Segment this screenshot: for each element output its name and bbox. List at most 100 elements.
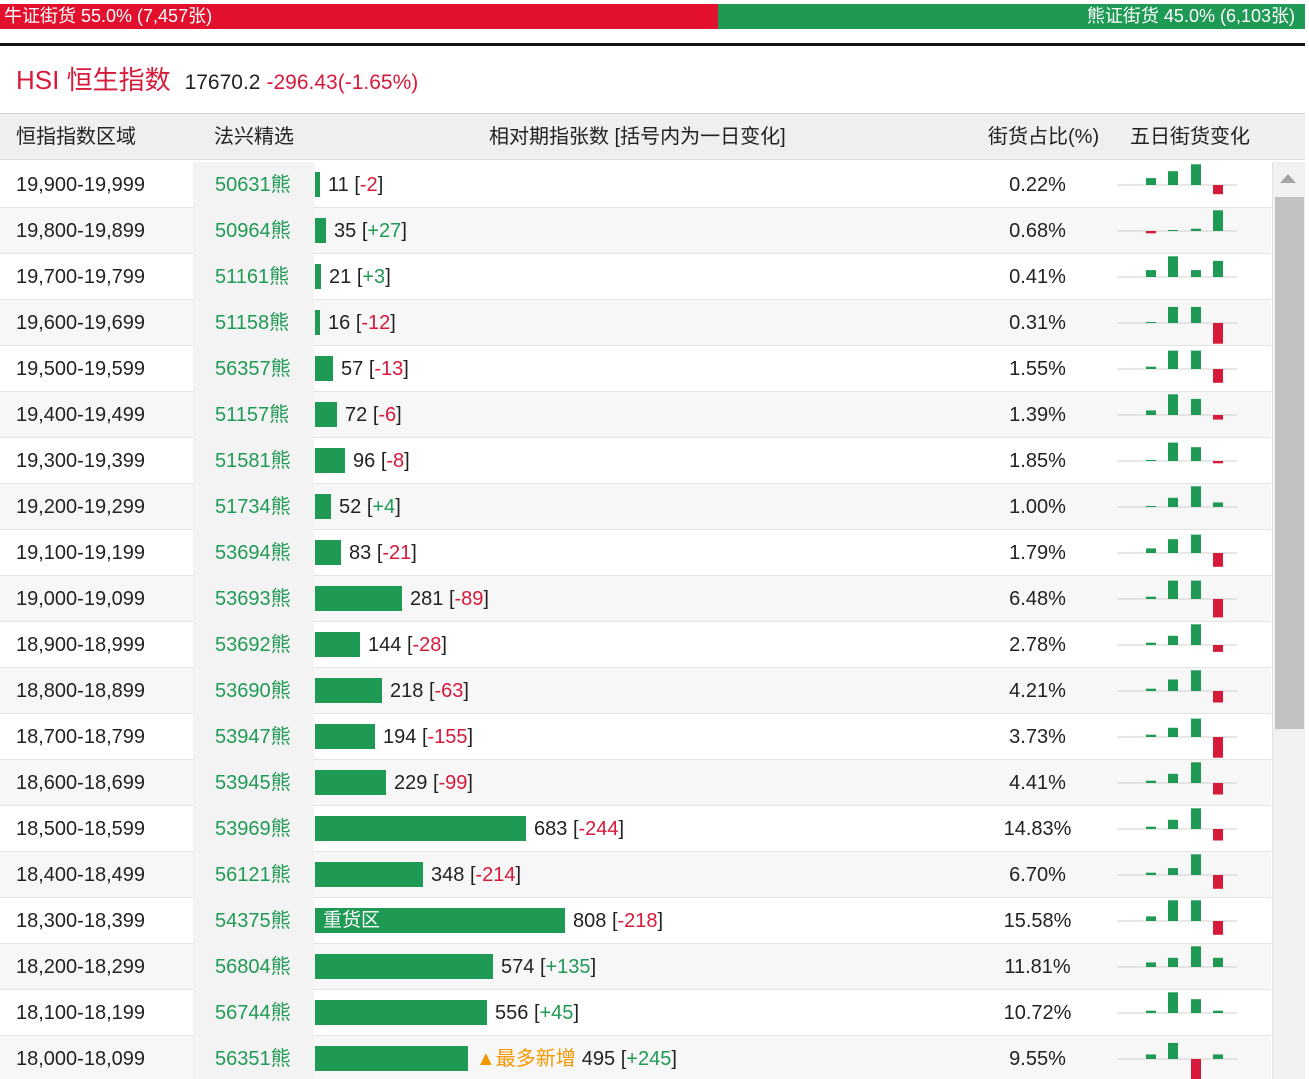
row-warrant-code[interactable]: 54375熊 <box>193 898 314 944</box>
row-range: 19,800-19,899 <box>16 220 146 242</box>
header-pct[interactable]: 街货占比(%) <box>988 126 1100 148</box>
quantity-bar <box>315 402 337 427</box>
row-warrant-code[interactable]: 56351熊 <box>193 1036 314 1079</box>
bracket: [ <box>572 818 579 840</box>
quantity-label: 574 [+135] <box>501 944 596 990</box>
quantity-bar <box>315 310 320 335</box>
quantity-value: 808 <box>573 910 612 932</box>
table-row[interactable]: 18,100-18,199 56744熊 556 [+45] 10.72% <box>0 990 1271 1036</box>
mini-chart-bar <box>1146 780 1156 783</box>
mini-chart-bar <box>1213 185 1223 195</box>
mini-chart-bar <box>1146 548 1156 553</box>
scroll-up-arrow-icon[interactable] <box>1280 174 1296 183</box>
five-day-change-chart <box>1117 760 1237 806</box>
table-row[interactable]: 18,500-18,599 53969熊 683 [-244] 14.83% <box>0 806 1271 852</box>
mini-chart-bar <box>1168 442 1178 461</box>
row-range: 19,100-19,199 <box>16 542 146 564</box>
daily-change: -89 <box>454 588 484 610</box>
daily-change: +245 <box>626 1048 672 1070</box>
row-outstanding-pct: 0.68% <box>1009 220 1066 242</box>
row-range: 19,200-19,299 <box>16 496 146 518</box>
quantity-value: 218 <box>390 680 429 702</box>
header-range[interactable]: 恒指指数区域 <box>16 126 136 148</box>
row-warrant-code[interactable]: 56121熊 <box>193 852 314 898</box>
mini-chart-bar <box>1146 410 1156 415</box>
header-five-day[interactable]: 五日街货变化 <box>1130 126 1250 148</box>
table-row[interactable]: 18,200-18,299 56804熊 574 [+135] 11.81% <box>0 944 1271 990</box>
row-warrant-code[interactable]: 50631熊 <box>193 162 314 208</box>
mini-chart-bar <box>1213 461 1223 464</box>
mini-chart-bar <box>1146 596 1156 599</box>
bracket: [ <box>469 864 476 886</box>
table-row[interactable]: 18,000-18,099 56351熊 ▲最多新增 495 [+245] 9.55% <box>0 1036 1271 1079</box>
row-warrant-code[interactable]: 53945熊 <box>193 760 314 806</box>
mini-chart-bar <box>1191 999 1201 1013</box>
row-warrant-code[interactable]: 53693熊 <box>193 576 314 622</box>
table-row[interactable]: 18,300-18,399 54375熊 重货区 808 [-218] 15.58% <box>0 898 1271 944</box>
row-warrant-code[interactable]: 51161熊 <box>193 254 314 300</box>
row-range: 19,300-19,399 <box>16 450 146 472</box>
row-warrant-code[interactable]: 53969熊 <box>193 806 314 852</box>
table-row[interactable]: 19,900-19,999 50631熊 11 [-2] 0.22% <box>0 162 1271 208</box>
quantity-label: 57 [-13] <box>341 346 409 392</box>
row-outstanding-pct: 1.39% <box>1009 404 1066 426</box>
daily-change: -8 <box>386 450 405 472</box>
row-outstanding-pct: 14.83% <box>1003 818 1072 840</box>
table-row[interactable]: 19,300-19,399 51581熊 96 [-8] 1.85% <box>0 438 1271 484</box>
row-warrant-code[interactable]: 53692熊 <box>193 622 314 668</box>
table-row[interactable]: 18,800-18,899 53690熊 218 [-63] 4.21% <box>0 668 1271 714</box>
table-row[interactable]: 19,400-19,499 51157熊 72 [-6] 1.39% <box>0 392 1271 438</box>
row-range: 19,400-19,499 <box>16 404 146 426</box>
row-warrant-code[interactable]: 50964熊 <box>193 208 314 254</box>
row-quantity-bar-cell: 21 [+3] <box>315 254 965 300</box>
table-row[interactable]: 18,600-18,699 53945熊 229 [-99] 4.41% <box>0 760 1271 806</box>
scrollbar[interactable] <box>1272 162 1305 1079</box>
row-warrant-code[interactable]: 51734熊 <box>193 484 314 530</box>
quantity-value: 281 <box>410 588 449 610</box>
header-bar[interactable]: 相对期指张数 [括号内为一日变化] <box>489 126 786 148</box>
scroll-thumb[interactable] <box>1275 197 1304 729</box>
mini-chart-bar <box>1213 645 1223 652</box>
quantity-label: 808 [-218] <box>573 898 663 944</box>
table-row[interactable]: 18,700-18,799 53947熊 194 [-155] 3.73% <box>0 714 1271 760</box>
row-warrant-code[interactable]: 56804熊 <box>193 944 314 990</box>
row-outstanding-pct: 0.22% <box>1009 174 1066 196</box>
five-day-mini-chart <box>1117 580 1237 618</box>
row-warrant-code[interactable]: 56357熊 <box>193 346 314 392</box>
five-day-mini-chart <box>1117 624 1237 652</box>
header-pick[interactable]: 法兴精选 <box>214 126 294 148</box>
row-outstanding-pct: 4.41% <box>1009 772 1066 794</box>
bracket: ] <box>573 1002 579 1024</box>
mini-chart-bar <box>1168 679 1178 691</box>
quantity-value: 574 <box>501 956 540 978</box>
row-warrant-code[interactable]: 51157熊 <box>193 392 314 438</box>
daily-change: -28 <box>412 634 442 656</box>
quantity-value: 11 <box>328 174 355 196</box>
row-warrant-code[interactable]: 53694熊 <box>193 530 314 576</box>
row-quantity-bar-cell: 144 [-28] <box>315 622 965 668</box>
quantity-label: 72 [-6] <box>345 392 402 438</box>
daily-change: +135 <box>545 956 591 978</box>
row-warrant-code[interactable]: 56744熊 <box>193 990 314 1036</box>
table-row[interactable]: 19,100-19,199 53694熊 83 [-21] 1.79% <box>0 530 1271 576</box>
table-row[interactable]: 19,200-19,299 51734熊 52 [+4] 1.00% <box>0 484 1271 530</box>
table-row[interactable]: 19,800-19,899 50964熊 35 [+27] 0.68% <box>0 208 1271 254</box>
row-warrant-code[interactable]: 51158熊 <box>193 300 314 346</box>
five-day-mini-chart <box>1117 442 1237 464</box>
row-warrant-code[interactable]: 53690熊 <box>193 668 314 714</box>
bracket: ] <box>377 174 384 196</box>
table-row[interactable]: 18,400-18,499 56121熊 348 [-214] 6.70% <box>0 852 1271 898</box>
index-name[interactable]: HSI 恒生指数 <box>16 65 171 95</box>
table-row[interactable]: 19,600-19,699 51158熊 16 [-12] 0.31% <box>0 300 1271 346</box>
mini-chart-bar <box>1168 900 1178 921</box>
table-row[interactable]: 19,700-19,799 51161熊 21 [+3] 0.41% <box>0 254 1271 300</box>
bear-outstanding-label: 熊证街货 45.0% (6,103张) <box>718 4 1305 29</box>
table-row[interactable]: 18,900-18,999 53692熊 144 [-28] 2.78% <box>0 622 1271 668</box>
table-row[interactable]: 19,000-19,099 53693熊 281 [-89] 6.48% <box>0 576 1271 622</box>
row-warrant-code[interactable]: 53947熊 <box>193 714 314 760</box>
table-row[interactable]: 19,500-19,599 56357熊 57 [-13] 1.55% <box>0 346 1271 392</box>
bracket: [ <box>432 772 439 794</box>
quantity-value: 556 <box>495 1002 534 1024</box>
daily-change: -99 <box>438 772 468 794</box>
row-warrant-code[interactable]: 51581熊 <box>193 438 314 484</box>
